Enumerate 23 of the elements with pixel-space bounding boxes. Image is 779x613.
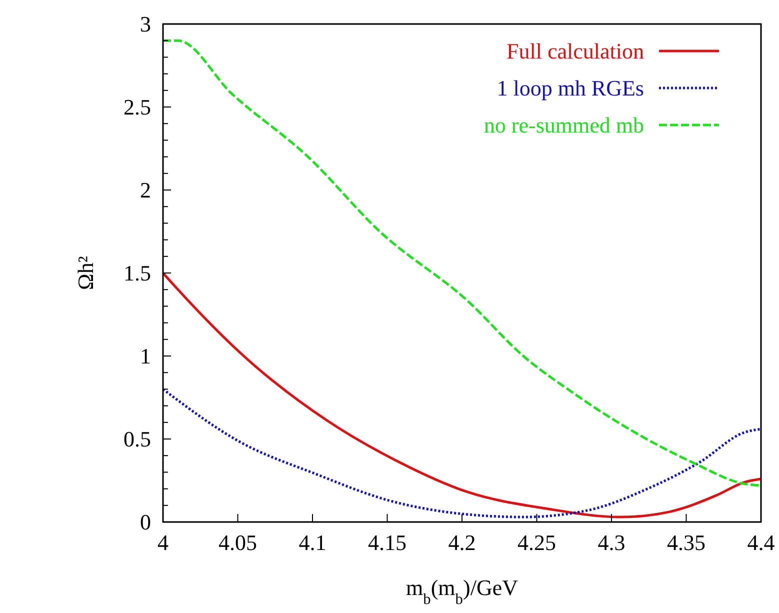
x-tick-label: 4 <box>158 530 168 555</box>
x-tick-label: 4.05 <box>218 530 257 555</box>
y-tick-label: 0.5 <box>124 426 151 452</box>
x-tick-label: 4.2 <box>448 530 476 555</box>
y-axis-title: Ωh² <box>73 256 98 290</box>
x-tick-label: 4.25 <box>518 530 556 555</box>
y-tick-label: 1 <box>140 344 151 369</box>
x-axis-title: m$_{b}$(m$_{b}$)/GeV <box>406 575 518 608</box>
y-tick-label: 1.5 <box>124 260 151 286</box>
y-tick-label: 3 <box>140 12 151 37</box>
legend-label: 1 loop mh RGEs <box>496 76 644 101</box>
x-tick-label: 4.3 <box>598 530 626 555</box>
legend-label: no re-summed mb <box>484 112 644 138</box>
y-tick-label: 2.5 <box>124 94 151 120</box>
x-tick-label: 4.1 <box>298 530 326 555</box>
x-tick-label: 4.4 <box>747 530 775 555</box>
legend-label: Full calculation <box>506 38 644 64</box>
x-tick-label: 4.15 <box>368 530 406 555</box>
line-series <box>162 272 762 518</box>
x-tick-label: 4.35 <box>667 530 706 555</box>
line-series <box>162 388 762 518</box>
y-tick-label: 2 <box>140 178 151 203</box>
y-tick-label: 0 <box>140 510 151 535</box>
